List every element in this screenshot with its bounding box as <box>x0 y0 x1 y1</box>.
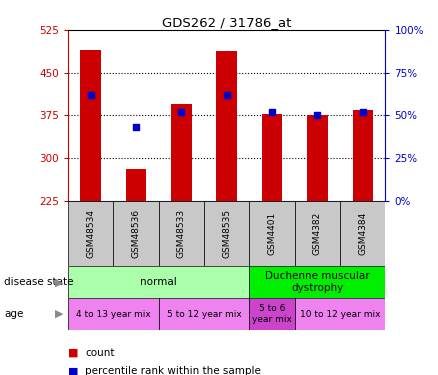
FancyBboxPatch shape <box>204 201 249 266</box>
Text: ▶: ▶ <box>55 277 64 287</box>
Text: ▶: ▶ <box>55 309 64 319</box>
FancyBboxPatch shape <box>249 201 295 266</box>
Point <box>223 92 230 98</box>
Text: 5 to 12 year mix: 5 to 12 year mix <box>166 310 241 319</box>
Text: GSM48533: GSM48533 <box>177 209 186 258</box>
Bar <box>171 104 191 201</box>
Text: percentile rank within the sample: percentile rank within the sample <box>85 366 261 375</box>
FancyBboxPatch shape <box>340 201 385 266</box>
FancyBboxPatch shape <box>113 201 159 266</box>
Bar <box>307 116 328 201</box>
FancyBboxPatch shape <box>295 201 340 266</box>
Title: GDS262 / 31786_at: GDS262 / 31786_at <box>162 16 291 29</box>
FancyBboxPatch shape <box>249 266 385 298</box>
Text: ■: ■ <box>68 348 78 357</box>
Text: 4 to 13 year mix: 4 to 13 year mix <box>76 310 151 319</box>
Text: GSM48534: GSM48534 <box>86 209 95 258</box>
Point <box>268 109 276 115</box>
FancyBboxPatch shape <box>159 298 249 330</box>
Text: Duchenne muscular
dystrophy: Duchenne muscular dystrophy <box>265 272 370 293</box>
Text: count: count <box>85 348 115 357</box>
Bar <box>353 110 373 201</box>
Text: GSM48536: GSM48536 <box>131 209 141 258</box>
FancyBboxPatch shape <box>295 298 385 330</box>
Text: age: age <box>4 309 24 319</box>
Text: GSM4384: GSM4384 <box>358 212 367 255</box>
FancyBboxPatch shape <box>249 298 295 330</box>
Bar <box>216 51 237 201</box>
Point <box>314 112 321 118</box>
Text: 5 to 6
year mix: 5 to 6 year mix <box>252 304 292 324</box>
Bar <box>80 50 101 201</box>
FancyBboxPatch shape <box>68 298 159 330</box>
Bar <box>126 170 146 201</box>
FancyBboxPatch shape <box>68 266 249 298</box>
Text: disease state: disease state <box>4 277 74 287</box>
Text: GSM48535: GSM48535 <box>222 209 231 258</box>
Point <box>132 124 139 130</box>
FancyBboxPatch shape <box>68 201 113 266</box>
Text: GSM4382: GSM4382 <box>313 212 322 255</box>
Bar <box>262 114 282 201</box>
FancyBboxPatch shape <box>159 201 204 266</box>
Point <box>178 109 185 115</box>
Text: normal: normal <box>140 277 177 287</box>
Point <box>359 109 366 115</box>
Point <box>87 92 94 98</box>
Text: ■: ■ <box>68 366 78 375</box>
Text: GSM4401: GSM4401 <box>268 212 276 255</box>
Text: 10 to 12 year mix: 10 to 12 year mix <box>300 310 380 319</box>
